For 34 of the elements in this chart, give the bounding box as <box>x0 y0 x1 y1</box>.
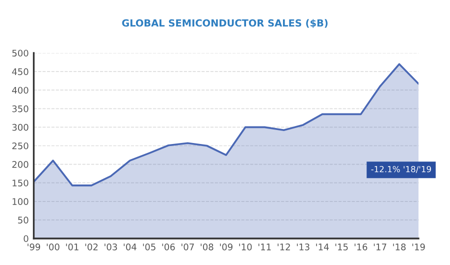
x-tick-label: '04 <box>124 244 136 250</box>
x-tick-label: '08 <box>200 244 214 250</box>
y-tick-label: 100 <box>12 198 28 205</box>
x-tick-label: '02 <box>85 244 98 250</box>
x-tick-label: '18 <box>393 244 406 250</box>
y-tick-label: 300 <box>12 124 28 131</box>
x-tick-label: '99 <box>28 244 40 250</box>
y-tick-label: 250 <box>12 142 28 150</box>
x-tick-label: '13 <box>296 244 310 250</box>
y-tick-label: 350 <box>12 105 28 112</box>
x-tick-label: '09 <box>220 244 232 250</box>
x-tick-label: '16 <box>354 244 368 250</box>
x-tick-label: '19 <box>412 244 425 250</box>
x-tick-label: '11 <box>258 244 271 250</box>
x-tick-label: '06 <box>162 244 175 250</box>
y-tick-label: 500 <box>12 50 28 57</box>
chart-title: GLOBAL SEMICONDUCTOR SALES ($B) <box>122 19 328 28</box>
x-tick-label: '15 <box>335 244 348 250</box>
annotation: -12.1% '18/'19 <box>371 166 431 173</box>
x-tick-label: '03 <box>104 244 117 250</box>
x-tick-label: '00 <box>46 244 60 250</box>
x-tick-label: '05 <box>143 244 156 250</box>
x-tick-label: '17 <box>374 244 386 250</box>
x-tick-label: '14 <box>316 244 329 250</box>
y-tick-label: 50 <box>18 216 28 224</box>
x-tick-label: '01 <box>66 244 78 250</box>
y-tick-label: 400 <box>12 86 28 94</box>
x-tick-label: '07 <box>182 244 194 250</box>
y-tick-label: 0 <box>24 235 28 242</box>
x-tick-label: '12 <box>278 244 290 250</box>
y-tick-label: 150 <box>12 180 28 186</box>
y-tick-label: 200 <box>12 161 28 168</box>
x-tick-label: '10 <box>239 244 252 250</box>
y-tick-label: 450 <box>12 68 28 76</box>
